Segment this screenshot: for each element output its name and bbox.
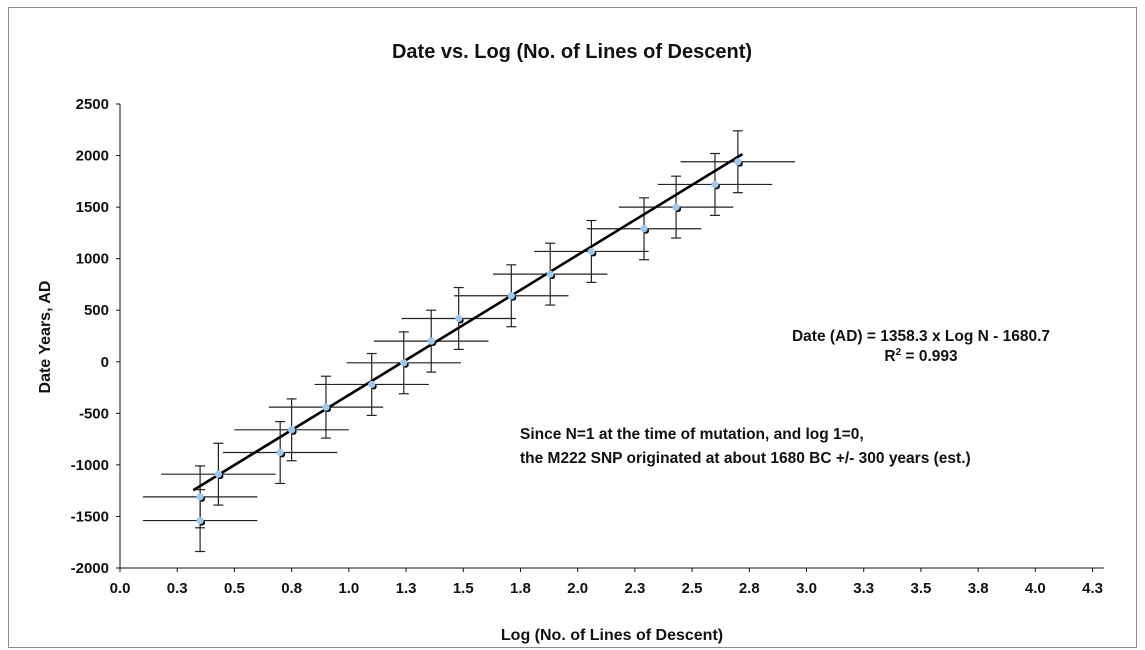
- x-tick-label: 2.3: [624, 580, 645, 597]
- x-tick-label: 3.0: [796, 580, 817, 597]
- x-tick-label: 2.8: [739, 580, 760, 597]
- x-tick-label: 1.8: [510, 580, 531, 597]
- x-tick-label: 0.5: [224, 580, 245, 597]
- data-point: [508, 292, 515, 299]
- data-point: [734, 158, 741, 165]
- x-tick-label: 4.3: [1082, 580, 1103, 597]
- data-point: [455, 315, 462, 322]
- y-tick-label: -500: [79, 405, 109, 422]
- error-bars: [143, 131, 795, 552]
- data-point: [368, 381, 375, 388]
- chart-frame: Date vs. Log (No. of Lines of Descent) 2…: [8, 7, 1137, 648]
- note-line-1: Since N=1 at the time of mutation, and l…: [520, 426, 864, 443]
- x-tick-label: 0.3: [167, 580, 188, 597]
- scatter-chart: Date vs. Log (No. of Lines of Descent) 2…: [9, 8, 1138, 649]
- y-tick-label: 2000: [76, 148, 109, 165]
- y-tick-label: -1000: [71, 457, 109, 474]
- data-points: [196, 158, 742, 525]
- y-tick-label: -2000: [71, 560, 109, 577]
- x-axis-ticks: 0.0 0.3 0.5 0.8 1.0 1.3 1.5 1.8 2.0 2.3 2.5 2.8 3.0 3…: [110, 568, 1103, 597]
- y-axis-ticks: 2500 2000 1500 1000 500 0 -500 -1000 -1500 -2000: [71, 96, 120, 577]
- data-point: [196, 517, 203, 524]
- x-tick-label: 0.0: [110, 580, 131, 597]
- x-tick-label: 2.0: [567, 580, 588, 597]
- y-tick-label: 1500: [76, 199, 109, 216]
- regression-equation: Date (AD) = 1358.3 x Log N - 1680.7: [792, 328, 1050, 345]
- data-point: [672, 204, 679, 211]
- r-squared-symbol: R: [884, 348, 895, 365]
- data-point: [277, 449, 284, 456]
- data-point: [711, 181, 718, 188]
- r-squared-label: R2 = 0.993: [884, 347, 958, 365]
- x-axis-label: Log (No. of Lines of Descent): [501, 627, 723, 644]
- y-tick-label: -1500: [71, 508, 109, 525]
- x-tick-label: 3.3: [853, 580, 874, 597]
- x-tick-label: 1.5: [453, 580, 474, 597]
- x-tick-label: 2.5: [682, 580, 703, 597]
- data-point: [322, 404, 329, 411]
- data-point: [428, 338, 435, 345]
- chart-title: Date vs. Log (No. of Lines of Descent): [392, 41, 752, 63]
- data-point: [547, 271, 554, 278]
- y-tick-label: 1000: [76, 251, 109, 268]
- data-point: [400, 359, 407, 366]
- x-tick-label: 1.3: [396, 580, 417, 597]
- y-tick-label: 2500: [76, 96, 109, 113]
- r-squared-value: = 0.993: [901, 348, 958, 365]
- x-tick-label: 4.0: [1025, 580, 1046, 597]
- y-tick-label: 500: [84, 302, 109, 319]
- y-tick-label: 0: [101, 354, 109, 371]
- x-tick-label: 3.8: [968, 580, 989, 597]
- data-point: [196, 493, 203, 500]
- y-axis-label: Date Years, AD: [37, 281, 54, 394]
- x-tick-label: 1.0: [338, 580, 359, 597]
- note-line-2: the M222 SNP originated at about 1680 BC…: [520, 450, 971, 467]
- data-point: [640, 225, 647, 232]
- plot-area: 25002000150010005000-500-1000-1500-2000 …: [71, 96, 1104, 597]
- data-point: [588, 248, 595, 255]
- data-point: [288, 426, 295, 433]
- x-tick-label: 3.5: [911, 580, 932, 597]
- x-tick-label: 0.8: [281, 580, 302, 597]
- data-point: [215, 471, 222, 478]
